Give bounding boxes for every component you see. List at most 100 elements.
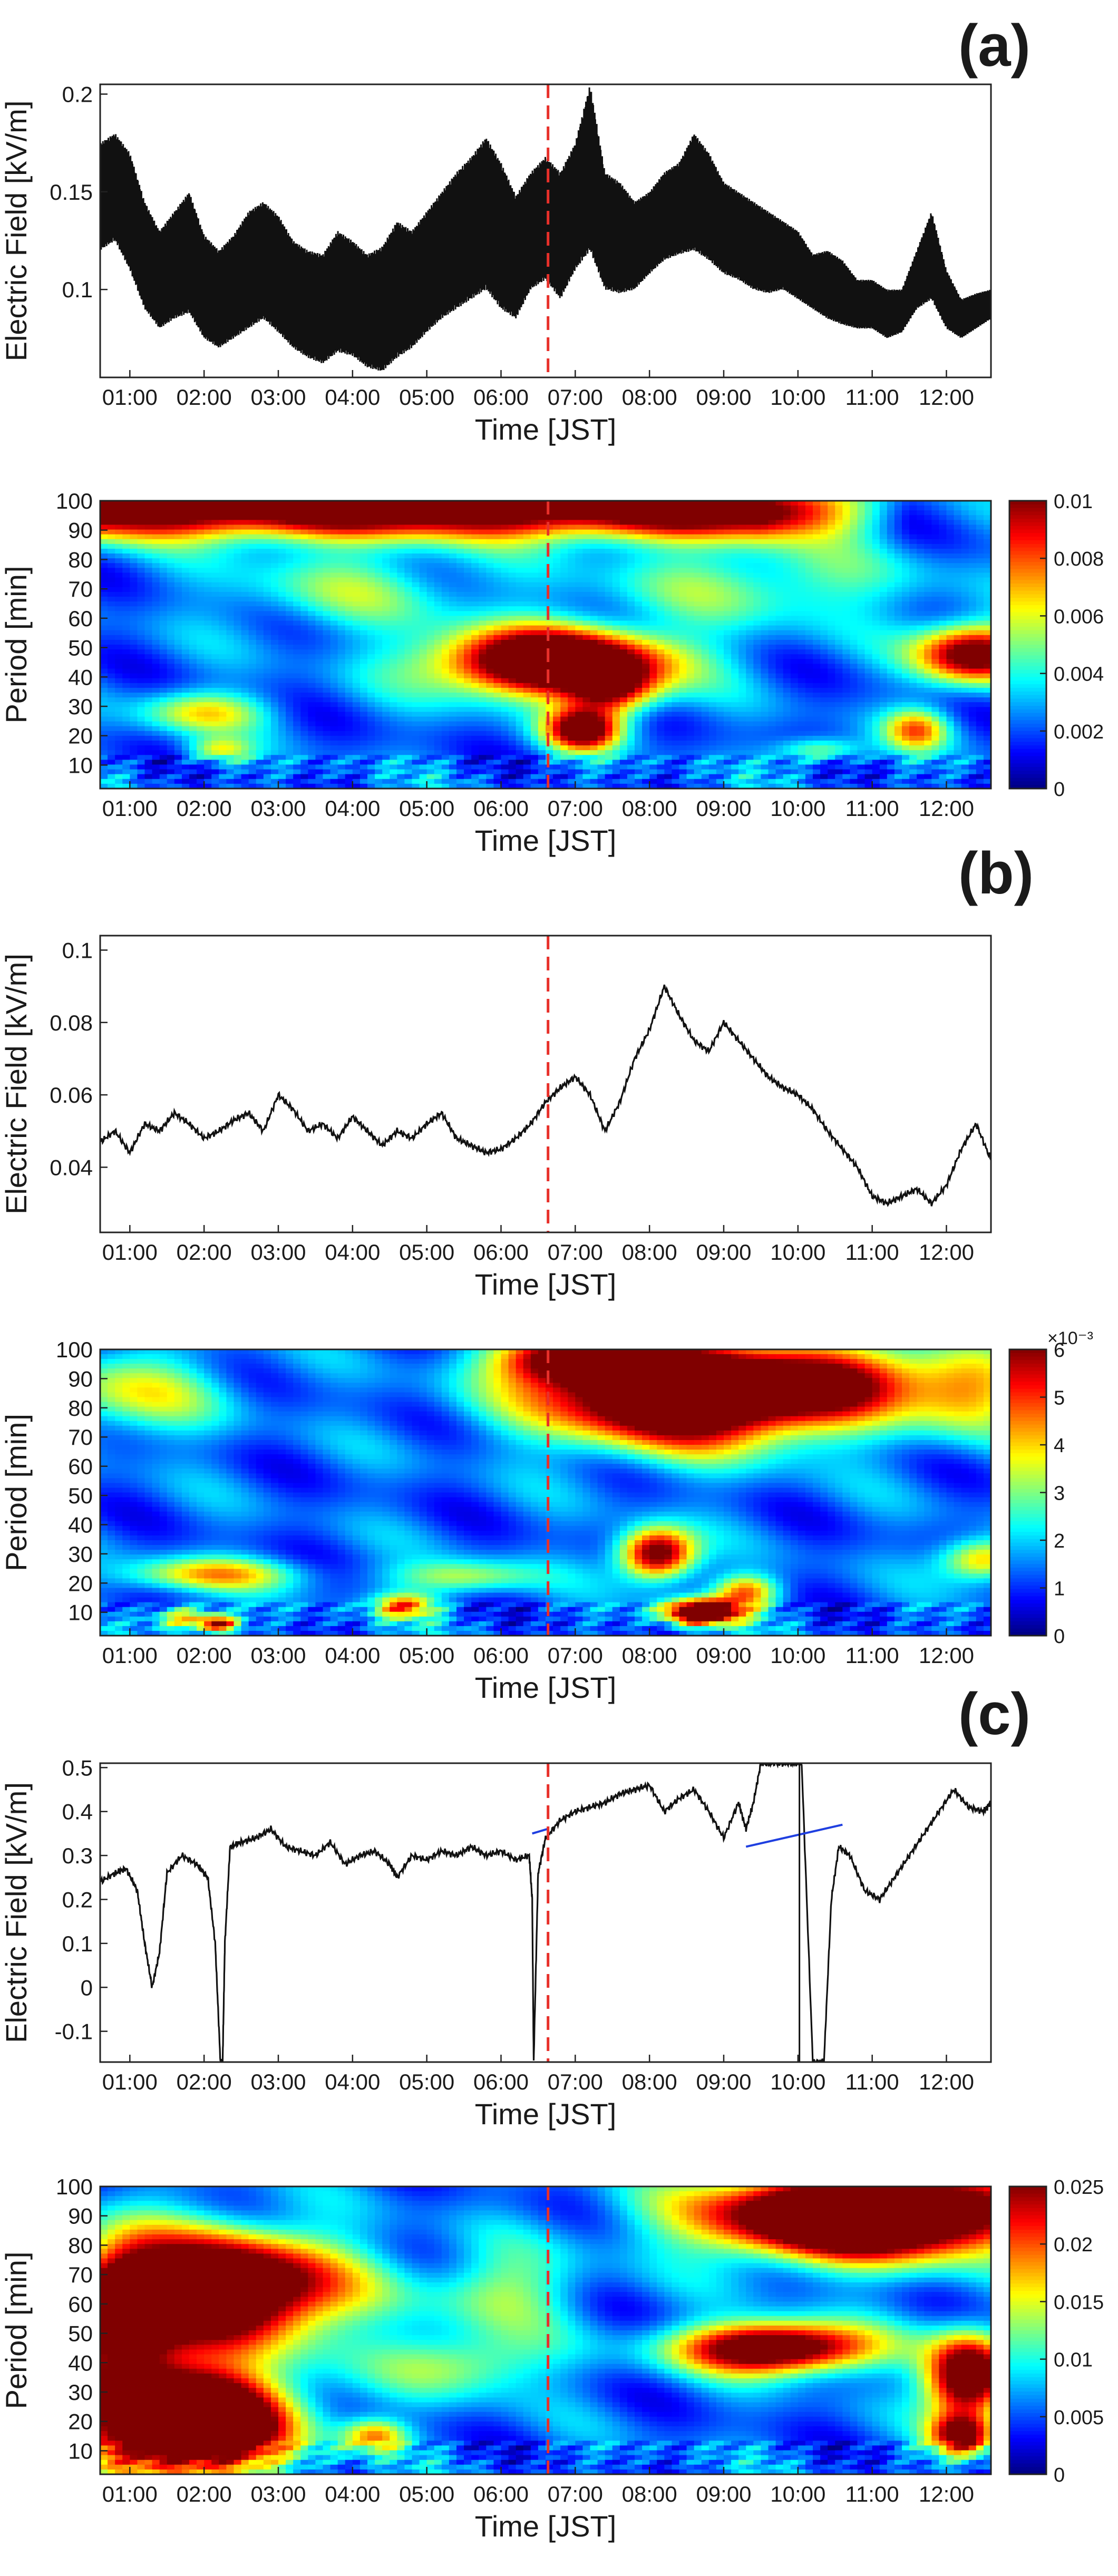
heatmap-cell xyxy=(137,544,145,549)
heatmap-cell xyxy=(835,510,843,516)
heatmap-cell xyxy=(791,539,799,545)
heatmap-cell xyxy=(605,549,613,554)
heatmap-cell xyxy=(130,525,138,530)
x-tick-label: 04:00 xyxy=(325,385,380,410)
heatmap-cell xyxy=(709,534,717,540)
heatmap-cell xyxy=(115,510,123,516)
heatmap-cell xyxy=(753,520,761,525)
heatmap-cell xyxy=(605,506,613,511)
heatmap-cell xyxy=(872,506,880,511)
heatmap-cell xyxy=(249,506,257,511)
heatmap-cell xyxy=(761,525,769,530)
figure-canvas: (a) (b) (c) 01:00 02:00 03:00 04:00 05:00 06:… xyxy=(0,0,1118,2576)
heatmap-cell xyxy=(271,534,279,540)
heatmap-cell xyxy=(353,510,361,516)
heatmap-cell xyxy=(308,510,316,516)
heatmap-cell xyxy=(880,544,888,549)
heatmap-cell xyxy=(865,539,873,545)
heatmap-cell xyxy=(479,520,487,525)
heatmap-cell xyxy=(620,515,628,520)
heatmap-cell xyxy=(813,515,821,520)
heatmap-cell xyxy=(560,506,568,511)
heatmap-cell xyxy=(909,539,917,545)
heatmap-cell xyxy=(449,530,457,535)
heatmap-cell xyxy=(160,525,168,530)
heatmap-cell xyxy=(434,544,442,549)
heatmap-cell xyxy=(390,534,397,540)
heatmap-cell xyxy=(842,510,850,516)
heatmap-cell xyxy=(976,530,984,535)
heatmap-cell xyxy=(783,525,791,530)
heatmap-cell xyxy=(338,520,346,525)
heatmap-cell xyxy=(256,534,264,540)
heatmap-cell xyxy=(791,510,799,516)
heatmap-cell xyxy=(716,515,724,520)
heatmap-cell xyxy=(568,520,576,525)
heatmap-cell xyxy=(315,510,323,516)
heatmap-cell xyxy=(271,525,279,530)
heatmap-cell xyxy=(939,544,947,549)
heatmap-cell xyxy=(160,534,168,540)
heatmap-cell xyxy=(924,515,932,520)
heatmap-cell xyxy=(360,515,368,520)
heatmap-cell xyxy=(300,534,308,540)
heatmap-cell xyxy=(115,520,123,525)
heatmap-cell xyxy=(293,549,301,554)
heatmap-cell xyxy=(338,506,346,511)
heatmap-cell xyxy=(895,506,902,511)
heatmap-cell xyxy=(293,510,301,516)
heatmap-cell xyxy=(523,544,531,549)
heatmap-cell xyxy=(865,525,873,530)
heatmap-cell xyxy=(575,506,583,511)
heatmap-cell xyxy=(122,539,130,545)
heatmap-cell xyxy=(130,544,138,549)
heatmap-cell xyxy=(523,549,531,554)
heatmap-cell xyxy=(182,510,190,516)
heatmap-cell xyxy=(672,544,679,549)
heatmap-cell xyxy=(264,510,271,516)
heatmap-cell xyxy=(108,539,115,545)
heatmap-cell xyxy=(108,515,115,520)
heatmap-cell xyxy=(805,510,813,516)
heatmap-cell xyxy=(375,520,383,525)
heatmap-cell xyxy=(397,549,405,554)
heatmap-cell xyxy=(931,506,939,511)
heatmap-cell xyxy=(776,544,784,549)
heatmap-cell xyxy=(753,544,761,549)
heatmap-cell xyxy=(560,544,568,549)
heatmap-cell xyxy=(664,534,672,540)
heatmap-cell xyxy=(954,520,962,525)
heatmap-cell xyxy=(345,534,353,540)
heatmap-cell xyxy=(264,539,271,545)
heatmap-cell xyxy=(635,520,643,525)
heatmap-cell xyxy=(917,506,925,511)
heatmap-cell xyxy=(961,539,969,545)
heatmap-cell xyxy=(568,525,576,530)
heatmap-cell xyxy=(931,534,939,540)
heatmap-cell xyxy=(746,510,754,516)
heatmap-cell xyxy=(464,549,472,554)
heatmap-cell xyxy=(375,506,383,511)
heatmap-cell xyxy=(872,515,880,520)
heatmap-cell xyxy=(420,534,427,540)
heatmap-cell xyxy=(842,520,850,525)
heatmap-cell xyxy=(397,530,405,535)
heatmap-cell xyxy=(493,544,501,549)
heatmap-cell xyxy=(427,520,435,525)
heatmap-cell xyxy=(442,534,450,540)
heatmap-cell xyxy=(330,530,338,535)
heatmap-cell xyxy=(835,515,843,520)
heatmap-cell xyxy=(902,525,910,530)
heatmap-cell xyxy=(582,539,590,545)
heatmap-cell xyxy=(367,506,375,511)
heatmap-cell xyxy=(486,520,494,525)
heatmap-cell xyxy=(672,520,679,525)
panel-label-b: (b) xyxy=(958,840,1034,906)
heatmap-cell xyxy=(160,515,168,520)
y-tick-label: 0.2 xyxy=(62,82,93,107)
heatmap-cell xyxy=(880,515,888,520)
heatmap-cell xyxy=(791,530,799,535)
heatmap-cell xyxy=(731,515,739,520)
heatmap-cell xyxy=(694,544,702,549)
heatmap-cell xyxy=(984,506,991,511)
